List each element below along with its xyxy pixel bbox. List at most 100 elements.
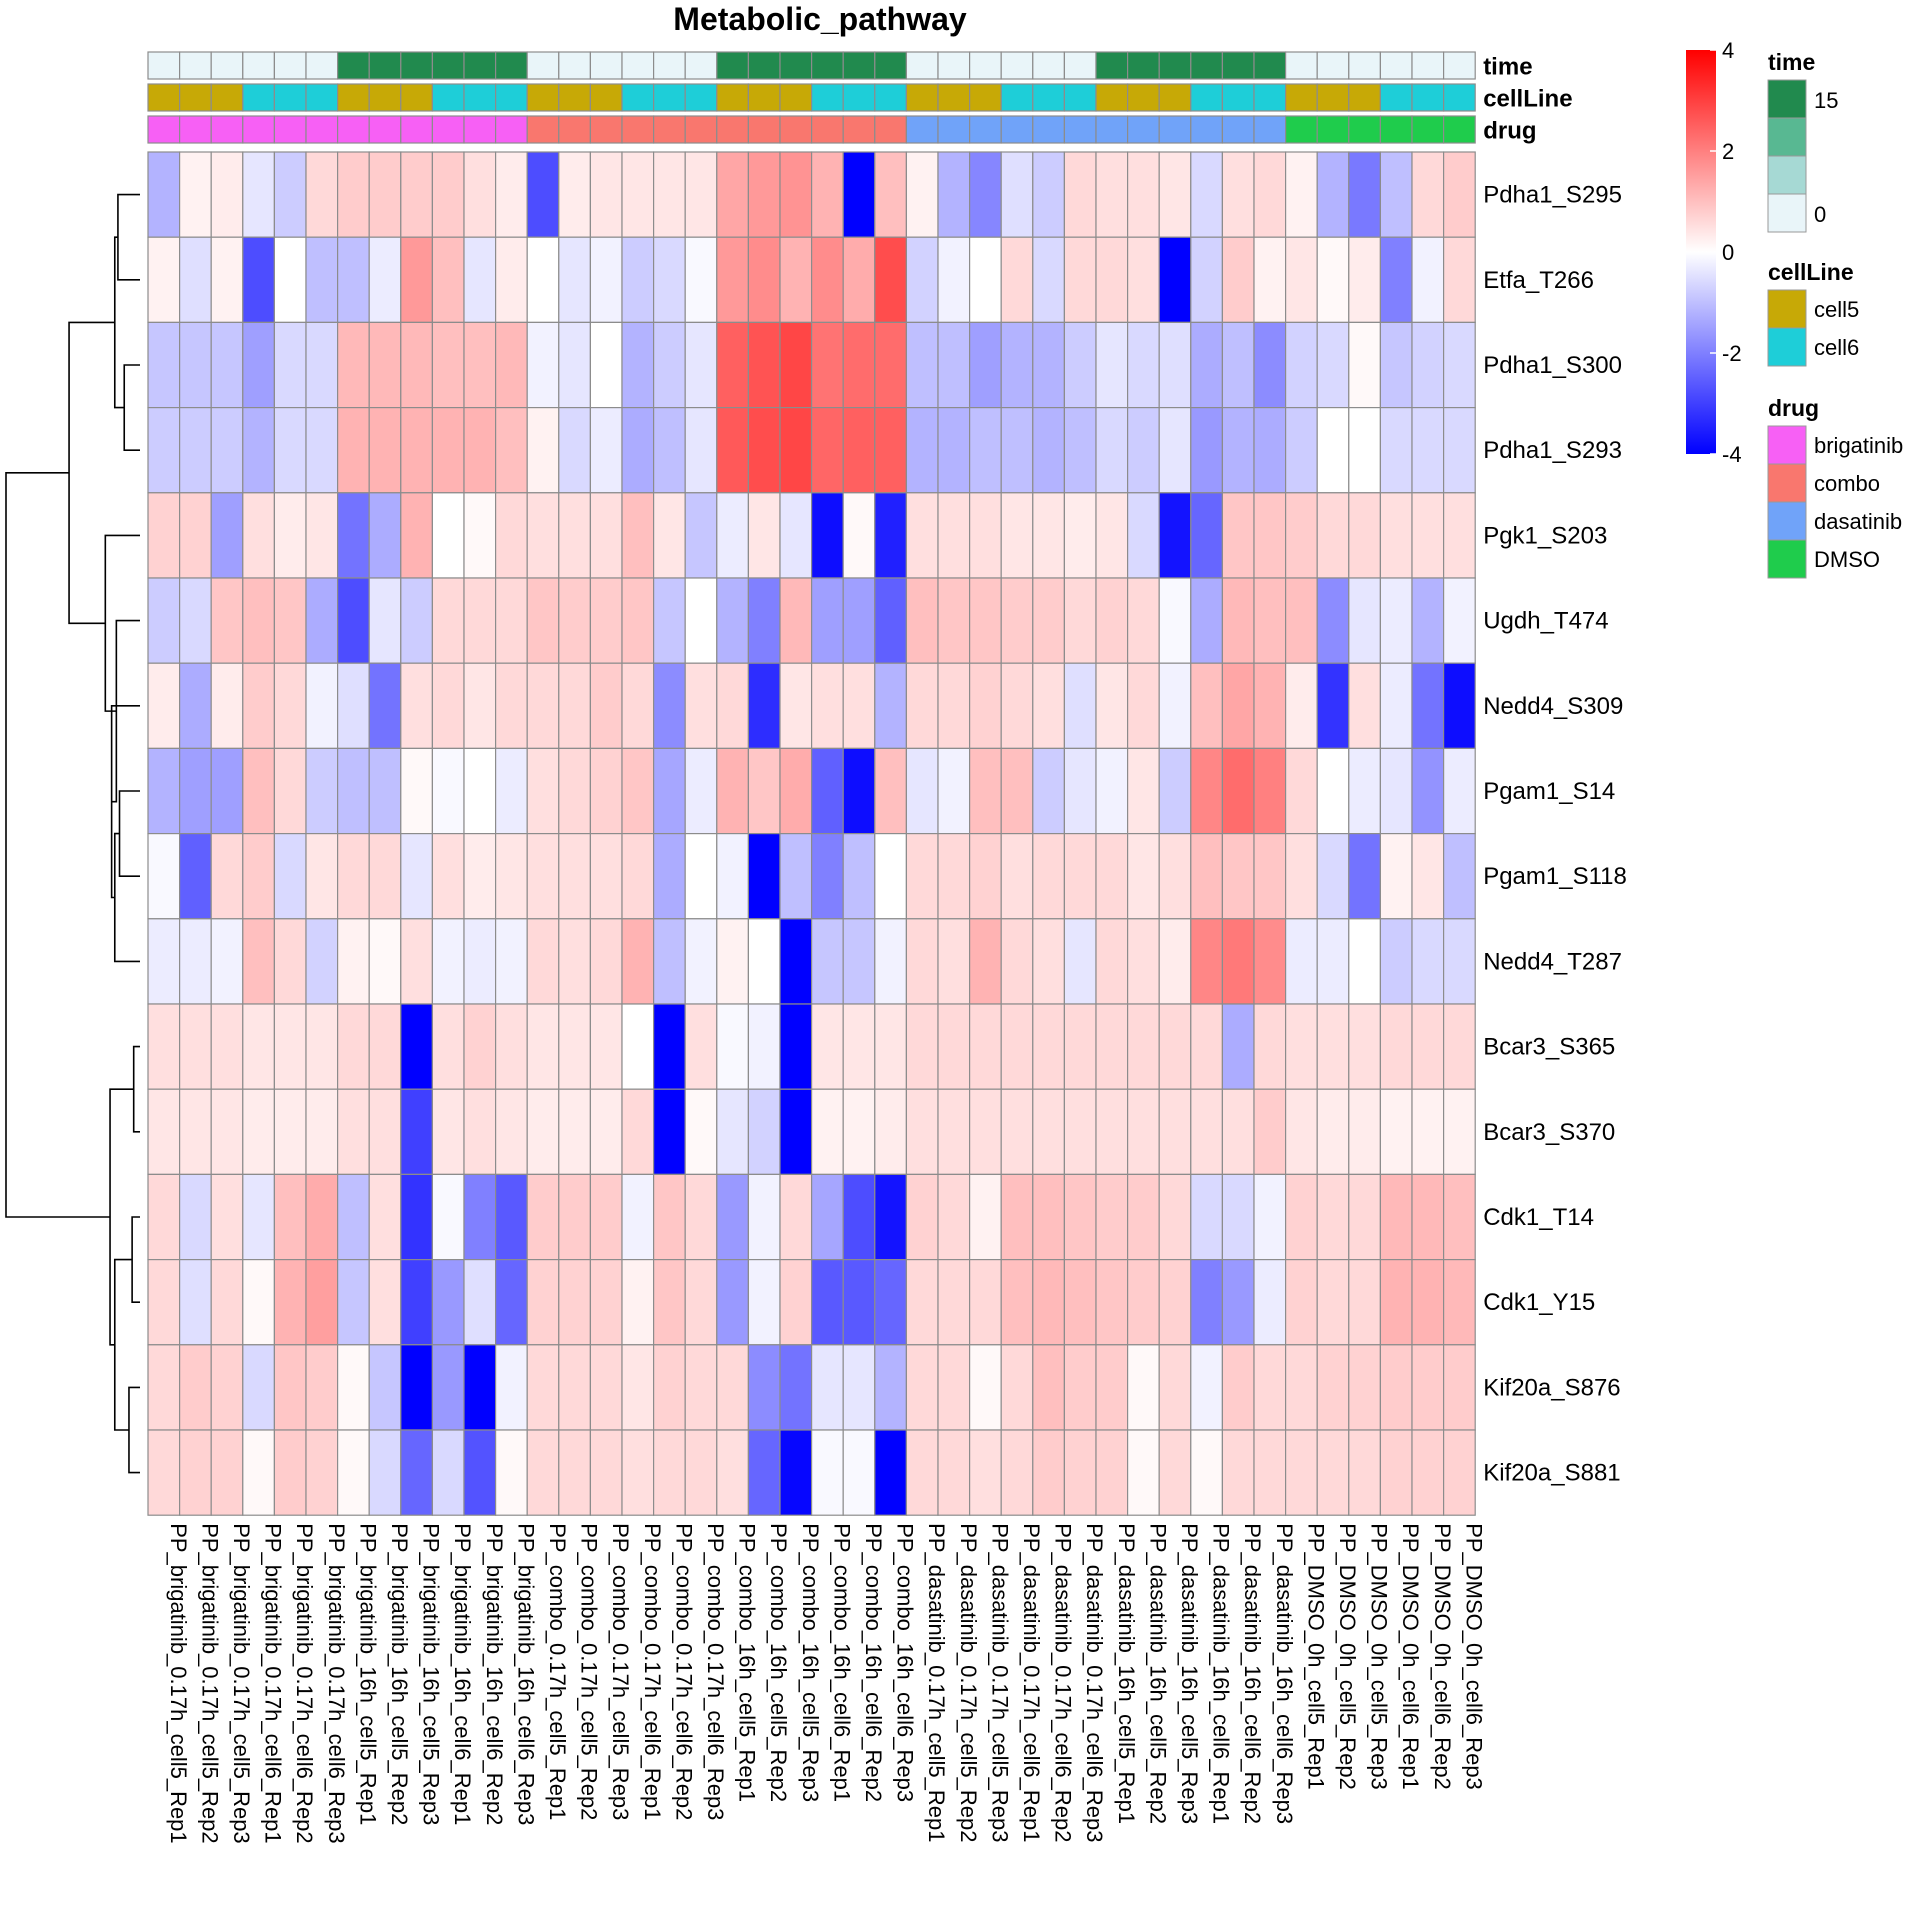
heatmap-cell: [874, 492, 907, 579]
heatmap-cell: [779, 1429, 813, 1516]
heatmap-cell: [1316, 236, 1350, 323]
heatmap-cell: [179, 662, 212, 750]
heatmap-cell: [1158, 747, 1192, 835]
heatmap-cell: [431, 151, 465, 238]
legend-time-swatch: [1767, 117, 1807, 157]
heatmap-cell: [1411, 407, 1445, 494]
heatmap-cell: [431, 1344, 465, 1431]
heatmap-cell: [1095, 1088, 1129, 1175]
heatmap-cell: [1158, 832, 1192, 920]
heatmap-cell: [400, 151, 433, 238]
heatmap-cell: [368, 918, 402, 1005]
heatmap-cell: [1000, 321, 1034, 409]
heatmap-cell: [589, 1088, 623, 1175]
heatmap-cell: [684, 577, 718, 664]
heatmap-cell: [779, 492, 813, 579]
heatmap-cell: [589, 321, 623, 409]
heatmap-cell: [463, 151, 497, 238]
heatmap-cell: [1442, 1344, 1476, 1431]
heatmap-cell: [1379, 321, 1413, 409]
heatmap-cell: [305, 151, 339, 238]
column-label: PP_dasatinib_16h_cell5_Rep2: [1145, 1523, 1170, 1824]
heatmap-cell: [1284, 1258, 1318, 1346]
heatmap-cell: [273, 747, 307, 835]
heatmap-cell: [368, 832, 402, 920]
heatmap-cell: [1442, 577, 1476, 664]
heatmap-cell: [968, 1429, 1002, 1516]
heatmap-cell: [368, 747, 402, 835]
heatmap-cell: [1411, 151, 1445, 238]
dendrogram-branch: [128, 1386, 140, 1474]
heatmap-cell: [1095, 151, 1129, 238]
heatmap-cell: [1411, 236, 1445, 323]
heatmap-cell: [1253, 1344, 1287, 1431]
heatmap-cell: [337, 1003, 370, 1090]
annotation-label-cellline: cellLine: [1483, 86, 1572, 113]
heatmap-cell: [1190, 832, 1224, 920]
column-label: PP_combo_0.17h_cell6_Rep2: [671, 1523, 696, 1820]
heatmap-cell: [558, 832, 591, 920]
heatmap-cell: [431, 662, 465, 750]
column-label: PP_combo_16h_cell6_Rep2: [861, 1523, 886, 1802]
heatmap-cell: [684, 1344, 718, 1431]
heatmap-cell: [400, 918, 433, 1005]
heatmap-cell: [652, 236, 686, 323]
cellline-annotation-cell: [179, 83, 212, 112]
heatmap-cell: [273, 151, 307, 238]
heatmap-cell: [842, 236, 876, 323]
heatmap-cell: [431, 236, 465, 323]
heatmap-cell: [874, 747, 907, 835]
dendrogram-branch: [118, 790, 140, 877]
heatmap-cell: [400, 1344, 433, 1431]
heatmap-cell: [147, 1258, 181, 1346]
heatmap-cell: [842, 832, 876, 920]
heatmap-cell: [400, 1429, 433, 1516]
row-dendrogram: [5, 193, 140, 1474]
heatmap-cell: [242, 747, 276, 835]
annotation-label-time: time: [1483, 54, 1532, 81]
heatmap-cell: [337, 492, 370, 579]
heatmap-cell: [1379, 747, 1413, 835]
time-annotation-cell: [495, 51, 528, 80]
heatmap-cell: [431, 1173, 465, 1261]
heatmap-cell: [1411, 918, 1445, 1005]
column-label: PP_DMSO_0h_cell5_Rep1: [1303, 1523, 1328, 1790]
heatmap-cell: [937, 1344, 971, 1431]
column-label: PP_DMSO_0h_cell6_Rep1: [1398, 1523, 1423, 1790]
heatmap-cell: [1000, 832, 1034, 920]
heatmap-cell: [652, 1173, 686, 1261]
heatmap-cell: [589, 918, 623, 1005]
heatmap-cell: [1284, 918, 1318, 1005]
heatmap-cell: [747, 151, 781, 238]
heatmap-cell: [179, 492, 212, 579]
heatmap-cell: [1221, 747, 1255, 835]
heatmap-cell: [589, 1173, 623, 1261]
heatmap-cell: [337, 1173, 370, 1261]
time-annotation-cell: [589, 51, 623, 80]
heatmap-cell: [621, 1429, 655, 1516]
heatmap-cell: [968, 407, 1002, 494]
heatmap-cell: [273, 1258, 307, 1346]
heatmap-cell: [1221, 151, 1255, 238]
heatmap-cell: [305, 1173, 339, 1261]
heatmap-cell: [1063, 577, 1097, 664]
column-label: PP_brigatinib_16h_cell6_Rep1: [450, 1523, 475, 1825]
heatmap-cell: [1316, 747, 1350, 835]
heatmap-cell: [147, 236, 181, 323]
heatmap-cell: [179, 918, 212, 1005]
time-annotation-cell: [242, 51, 276, 80]
heatmap-cell: [810, 1429, 844, 1516]
heatmap-cell: [400, 1173, 433, 1261]
cellline-annotation-cell: [937, 83, 971, 112]
heatmap-cell: [431, 577, 465, 664]
heatmap-cell: [1348, 236, 1382, 323]
heatmap-cell: [779, 832, 813, 920]
drug-annotation-cell: [558, 115, 591, 144]
heatmap-cell: [937, 1258, 971, 1346]
heatmap-cell: [210, 1429, 244, 1516]
time-annotation-cell: [1032, 51, 1066, 80]
heatmap-cell: [368, 321, 402, 409]
heatmap-cell: [1190, 747, 1224, 835]
heatmap-cell: [463, 1088, 497, 1175]
heatmap-cell: [747, 1003, 781, 1090]
